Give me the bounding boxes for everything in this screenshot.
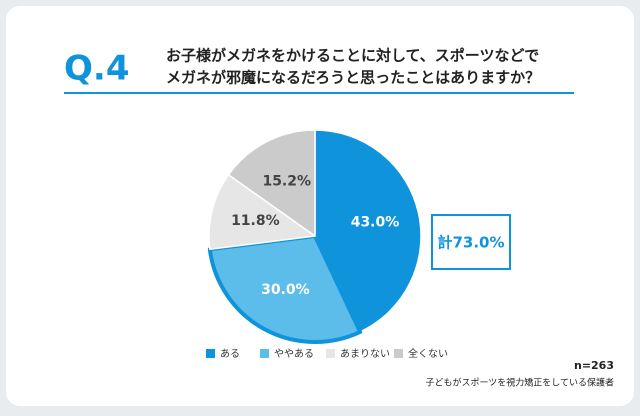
legend-swatch — [206, 349, 215, 358]
slice-label: 11.8% — [231, 213, 280, 229]
question-number: Q.4 — [64, 49, 129, 89]
legend-label: 全くない — [408, 347, 448, 360]
legend-swatch — [326, 349, 335, 358]
note: 子どもがスポーツを視力矯正をしている保護者 — [425, 377, 614, 389]
legend-label: ややある — [274, 348, 314, 360]
legend-swatch — [260, 349, 269, 358]
legend-label: あまりない — [340, 348, 390, 360]
annotation-box — [431, 214, 511, 270]
slice-label: 15.2% — [262, 173, 311, 189]
pie-slice — [207, 234, 363, 344]
pie-slice — [314, 129, 422, 333]
title-line: お子様がメガネをかけることに対して、スポーツなどで — [166, 47, 539, 65]
sample-size: n=263 — [574, 359, 614, 372]
pie-slice — [208, 174, 316, 251]
legend-label: ある — [220, 348, 240, 360]
title-line: メガネが邪魔になるだろうと思ったことはありますか？ — [166, 69, 540, 87]
annotation: 計73.0% — [437, 234, 504, 252]
legend-swatch — [394, 349, 403, 358]
slice-label: 30.0% — [261, 282, 310, 298]
pie-slice — [227, 129, 316, 237]
slice-label: 43.0% — [351, 215, 400, 231]
